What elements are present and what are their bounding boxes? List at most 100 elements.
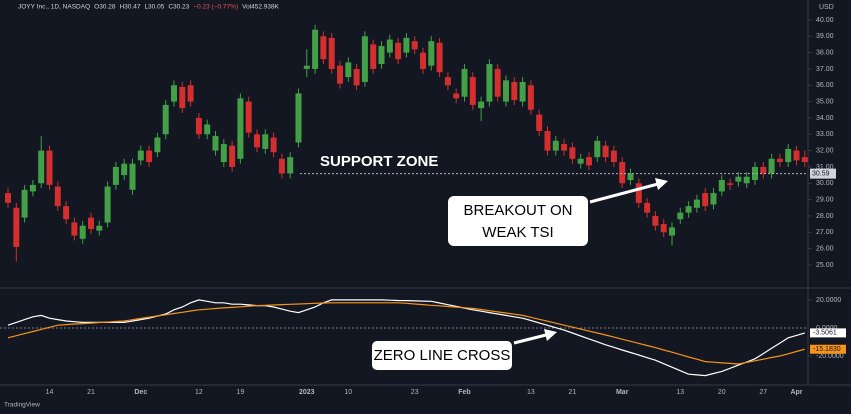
candle-body — [195, 117, 202, 135]
y-tick-label: 26.00 — [816, 245, 834, 252]
candle-body — [38, 150, 45, 184]
x-tick-label: 19 — [237, 389, 245, 396]
candle-body — [411, 41, 418, 50]
y-tick-label: 31.00 — [816, 164, 834, 171]
candle-body — [420, 52, 426, 69]
candle-body — [702, 193, 709, 207]
candle-body — [536, 114, 543, 132]
candle-body — [63, 206, 70, 220]
candle-body — [752, 166, 758, 181]
candle-body — [46, 150, 53, 185]
candle-body — [610, 150, 617, 163]
x-tick-label: Mar — [616, 389, 629, 396]
candle-body — [262, 134, 269, 149]
annotation-arrow — [589, 182, 659, 204]
candle-body — [337, 65, 343, 84]
candle-body — [395, 42, 402, 60]
x-tick-label: 21 — [87, 389, 95, 396]
candle-body — [710, 193, 717, 205]
x-tick-label: 12 — [195, 389, 203, 396]
candle-body — [287, 157, 294, 174]
candle-body — [644, 202, 651, 213]
annotation-text: BREAKOUT ON — [464, 202, 573, 219]
candle-body — [71, 222, 78, 236]
candle-body — [785, 148, 792, 163]
indicator-line — [7, 299, 805, 377]
y-tick-label: 28.00 — [816, 213, 834, 220]
y-tick-label: 20.0000 — [816, 297, 841, 304]
candle-body — [577, 158, 584, 164]
candle-body — [478, 101, 485, 109]
last-value-box — [810, 344, 846, 354]
candle-body — [561, 144, 568, 151]
candle-body — [469, 77, 476, 105]
x-tick-label: 20 — [718, 389, 726, 396]
x-tick-label: 13 — [676, 389, 684, 396]
candle-body — [171, 85, 177, 102]
candle-body — [602, 145, 609, 158]
candle-body — [619, 162, 626, 184]
candle-body — [677, 212, 684, 220]
candle-body — [353, 68, 360, 86]
header-text: JOYY Inc., 1D, NASDAQ — [18, 4, 90, 11]
candle-body — [693, 199, 700, 208]
y-tick-label: 36.00 — [816, 82, 834, 89]
candle-body — [112, 166, 119, 185]
annotation-text: ZERO LINE CROSS — [374, 347, 511, 364]
candle-body — [768, 158, 775, 174]
x-tick-label: 13 — [527, 389, 535, 396]
candle-body — [453, 93, 460, 99]
support-label: SUPPORT ZONE — [320, 153, 438, 170]
x-tick-label: 2023 — [299, 389, 315, 396]
candle-body — [104, 186, 111, 223]
annotation-arrow — [513, 333, 547, 345]
x-tick-label: 27 — [759, 389, 767, 396]
header-text: O30.28 — [94, 4, 116, 11]
candle-body — [652, 215, 659, 226]
y-tick-label: 35.00 — [816, 98, 834, 105]
header-text: −0.23 (−0.77%) — [193, 4, 238, 11]
candle-body — [361, 36, 368, 82]
candle-body — [237, 98, 244, 159]
candle-body — [403, 37, 410, 53]
y-tick-label: 27.00 — [816, 229, 834, 236]
header-text: C30.23 — [168, 4, 189, 11]
y-tick-label: -20.0000 — [816, 353, 844, 360]
y-tick-label: 30.00 — [816, 180, 834, 187]
candle-body — [627, 173, 634, 181]
candle-body — [494, 68, 501, 97]
y-tick-label: 25.00 — [816, 262, 834, 269]
y-tick-label: 37.00 — [816, 66, 834, 73]
candle-body — [586, 157, 592, 166]
candle-body — [254, 134, 260, 148]
candle-body — [386, 39, 393, 53]
candle-body — [735, 176, 742, 182]
candle-body — [685, 206, 692, 213]
x-tick-label: 14 — [46, 389, 54, 396]
candle-body — [801, 157, 808, 163]
candle-body — [21, 189, 28, 218]
y-tick-label: 29.00 — [816, 196, 834, 203]
candle-body — [303, 65, 310, 69]
y-tick-label: 40.00 — [816, 17, 834, 24]
candle-body — [5, 193, 11, 203]
candle-body — [54, 186, 61, 207]
currency-label: USD — [819, 4, 834, 11]
candle-body — [137, 150, 144, 161]
candle-body — [569, 147, 576, 159]
candle-body — [511, 82, 518, 100]
candle-body — [503, 80, 509, 102]
candle-body — [220, 144, 227, 163]
y-tick-label: 33.00 — [816, 131, 834, 138]
candle-body — [13, 207, 20, 247]
x-tick-label: Dec — [134, 389, 147, 396]
candle-body — [743, 176, 750, 184]
candle-body — [121, 163, 128, 176]
arrow-head — [544, 329, 557, 341]
candle-body — [544, 131, 551, 151]
candle-body — [29, 184, 36, 192]
x-tick-label: Apr — [790, 389, 802, 396]
candle-body — [793, 150, 800, 161]
y-tick-label: 38.00 — [816, 49, 834, 56]
